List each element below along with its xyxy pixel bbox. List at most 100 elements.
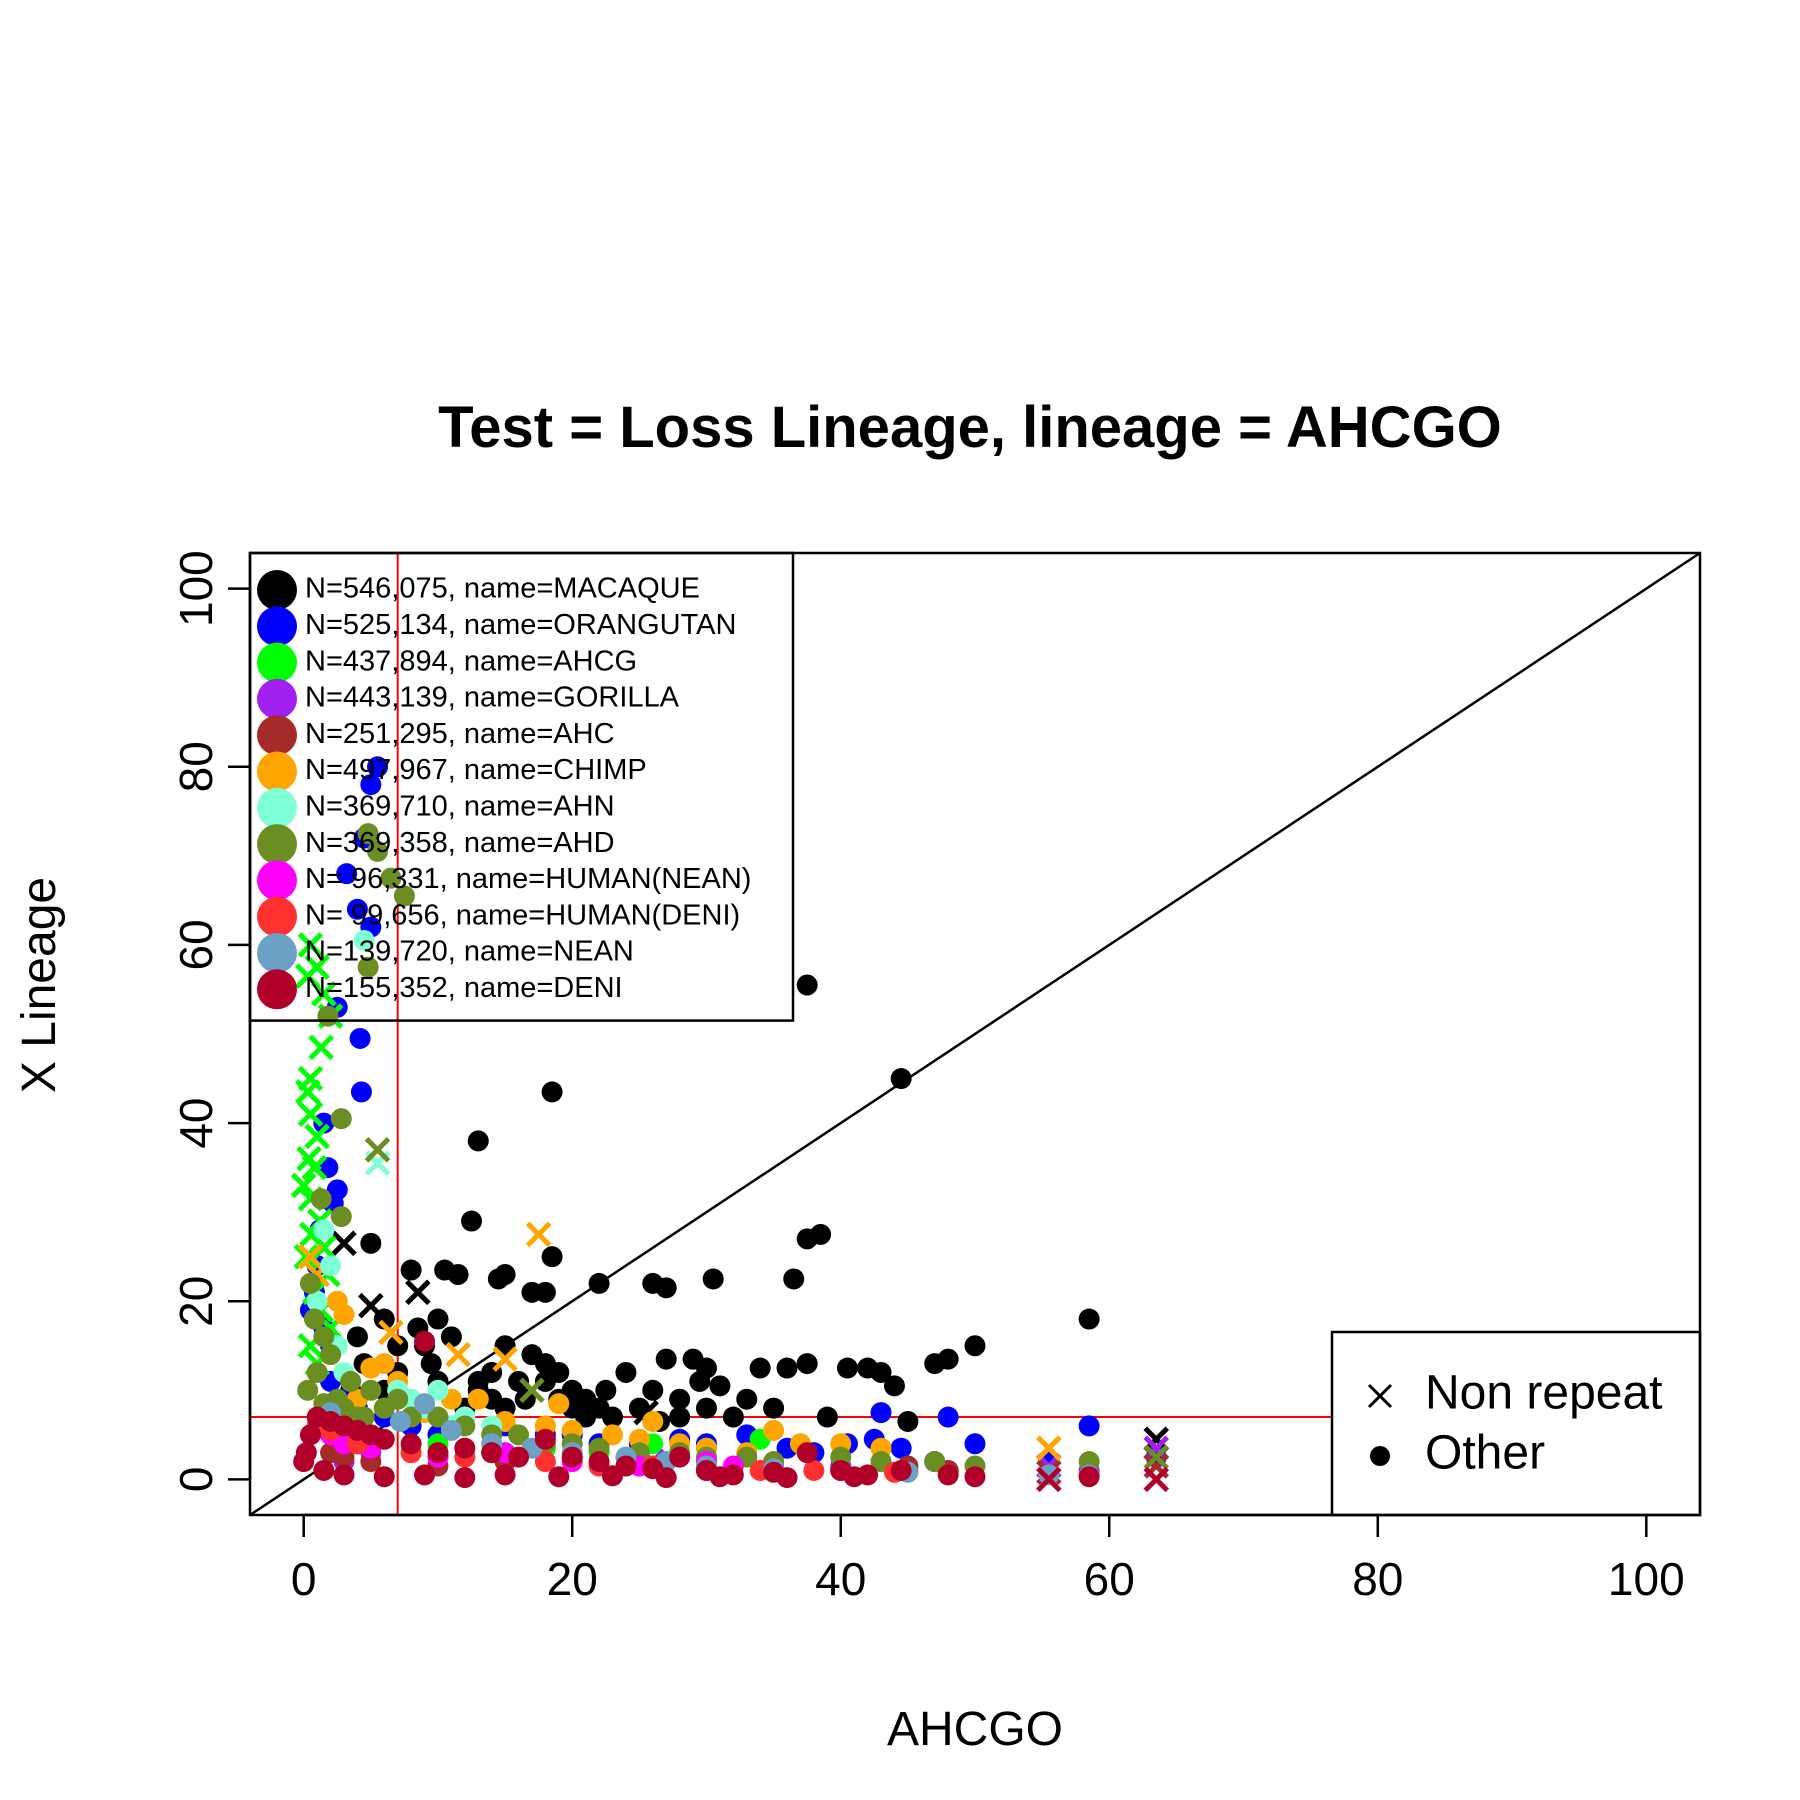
- y-tick-label: 80: [170, 741, 222, 792]
- point-cross: [519, 1377, 545, 1404]
- legend-label: N=369,358, name=AHD: [305, 827, 615, 859]
- point-dot: [534, 1370, 556, 1392]
- point-dot: [333, 1464, 355, 1486]
- point-dot: [548, 1466, 570, 1488]
- x-axis: 0 20 40 60 80 100: [291, 1513, 1685, 1605]
- point-dot: [763, 1397, 785, 1419]
- point-dot: [427, 1406, 449, 1428]
- point-dot: [313, 1326, 335, 1348]
- point-dot: [836, 1357, 858, 1379]
- point-dot: [306, 1290, 328, 1312]
- legend-label: N=251,295, name=AHC: [305, 718, 615, 750]
- legend-swatch: [257, 751, 297, 792]
- point-cross: [525, 1221, 552, 1248]
- point-cross: [364, 1137, 391, 1163]
- point-dot: [890, 1068, 912, 1090]
- point-dot: [1078, 1466, 1100, 1488]
- legend-label: N=525,134, name=ORANGUTAN: [305, 609, 736, 641]
- point-dot: [367, 756, 389, 778]
- point-dot: [816, 1406, 838, 1428]
- point-dot: [642, 1410, 664, 1432]
- point-dot: [440, 1419, 462, 1441]
- point-dot: [320, 1344, 342, 1366]
- point-dot: [924, 1451, 946, 1473]
- point-dot: [357, 823, 379, 845]
- point-dot: [481, 1442, 503, 1464]
- point-dot: [299, 1272, 321, 1294]
- y-axis: 0 20 40 60 80 100: [170, 550, 252, 1493]
- point-dot: [494, 1464, 516, 1486]
- legend-swatch: [257, 896, 297, 937]
- point-dot: [595, 1379, 617, 1401]
- data-points: [290, 756, 1170, 1493]
- point-dot: [602, 1424, 623, 1446]
- y-axis-label: X Lineage: [13, 877, 66, 1093]
- point-dot: [702, 1268, 724, 1290]
- point-dot: [937, 1406, 959, 1428]
- point-dot: [642, 1379, 664, 1401]
- point-dot: [373, 1466, 395, 1488]
- point-dot: [561, 1446, 583, 1468]
- point-dot: [689, 1370, 711, 1392]
- dot-marker-icon: [1370, 1446, 1390, 1466]
- point-dot: [353, 929, 375, 951]
- point-dot: [602, 1406, 623, 1428]
- legend-swatch: [257, 787, 297, 828]
- x-tick-label: 60: [1084, 1553, 1135, 1605]
- point-dot: [360, 1379, 382, 1401]
- diagonal-line: [249, 551, 1701, 1517]
- x-tick-label: 80: [1352, 1553, 1403, 1605]
- point-dot: [387, 1388, 409, 1410]
- point-dot: [447, 1264, 469, 1285]
- point-dot: [508, 1446, 530, 1468]
- point-dot: [937, 1464, 959, 1486]
- point-dot: [1078, 1415, 1100, 1437]
- point-dot: [709, 1466, 731, 1488]
- point-dot: [508, 1370, 530, 1392]
- point-dot: [803, 1459, 825, 1481]
- point-dot: [400, 1259, 422, 1281]
- legend-swatch: [257, 824, 297, 865]
- point-dot: [360, 774, 382, 796]
- marker-legend: Non repeat Other: [1330, 1330, 1702, 1517]
- point-dot: [387, 1335, 409, 1357]
- point-dot: [534, 1451, 556, 1473]
- point-cross: [378, 1319, 404, 1346]
- point-dot: [340, 1370, 362, 1392]
- point-dot: [326, 1179, 348, 1201]
- point-dot: [367, 840, 389, 862]
- y-tick-label: 20: [170, 1276, 222, 1327]
- point-dot: [360, 1232, 382, 1254]
- point-cross: [304, 1123, 330, 1150]
- point-dot: [346, 1326, 368, 1348]
- marker-legend-label: Non repeat: [1425, 1367, 1663, 1420]
- series-legend: N=546,075, name=MACAQUE N=525,134, name=O…: [248, 551, 795, 1022]
- point-dot: [575, 1406, 597, 1428]
- plot-frame: [248, 551, 1702, 1517]
- point-dot: [293, 1451, 315, 1473]
- x-tick-label: 40: [815, 1553, 866, 1605]
- point-dot: [467, 1130, 489, 1152]
- point-dot: [349, 1027, 371, 1049]
- chart-title: Test = Loss Lineage, lineage = AHCGO: [438, 395, 1502, 460]
- point-dot: [763, 1419, 785, 1441]
- point-dot: [695, 1397, 717, 1419]
- point-dot: [548, 1393, 570, 1415]
- point-dot: [494, 1264, 516, 1285]
- y-tick-label: 0: [170, 1467, 222, 1493]
- point-dot: [467, 1388, 489, 1410]
- legend-label: N=437,894, name=AHCG: [305, 645, 637, 677]
- legend-swatch: [257, 570, 297, 610]
- point-dot: [310, 1188, 332, 1210]
- point-dot: [843, 1466, 865, 1488]
- point-dot: [736, 1388, 758, 1410]
- point-dot: [588, 1451, 610, 1473]
- point-dot: [420, 1353, 442, 1375]
- point-dot: [313, 1112, 335, 1134]
- point-dot: [964, 1335, 986, 1357]
- point-dot: [380, 867, 402, 889]
- point-cross: [297, 1101, 324, 1127]
- point-cross: [297, 1243, 324, 1270]
- point-cross: [311, 981, 337, 1007]
